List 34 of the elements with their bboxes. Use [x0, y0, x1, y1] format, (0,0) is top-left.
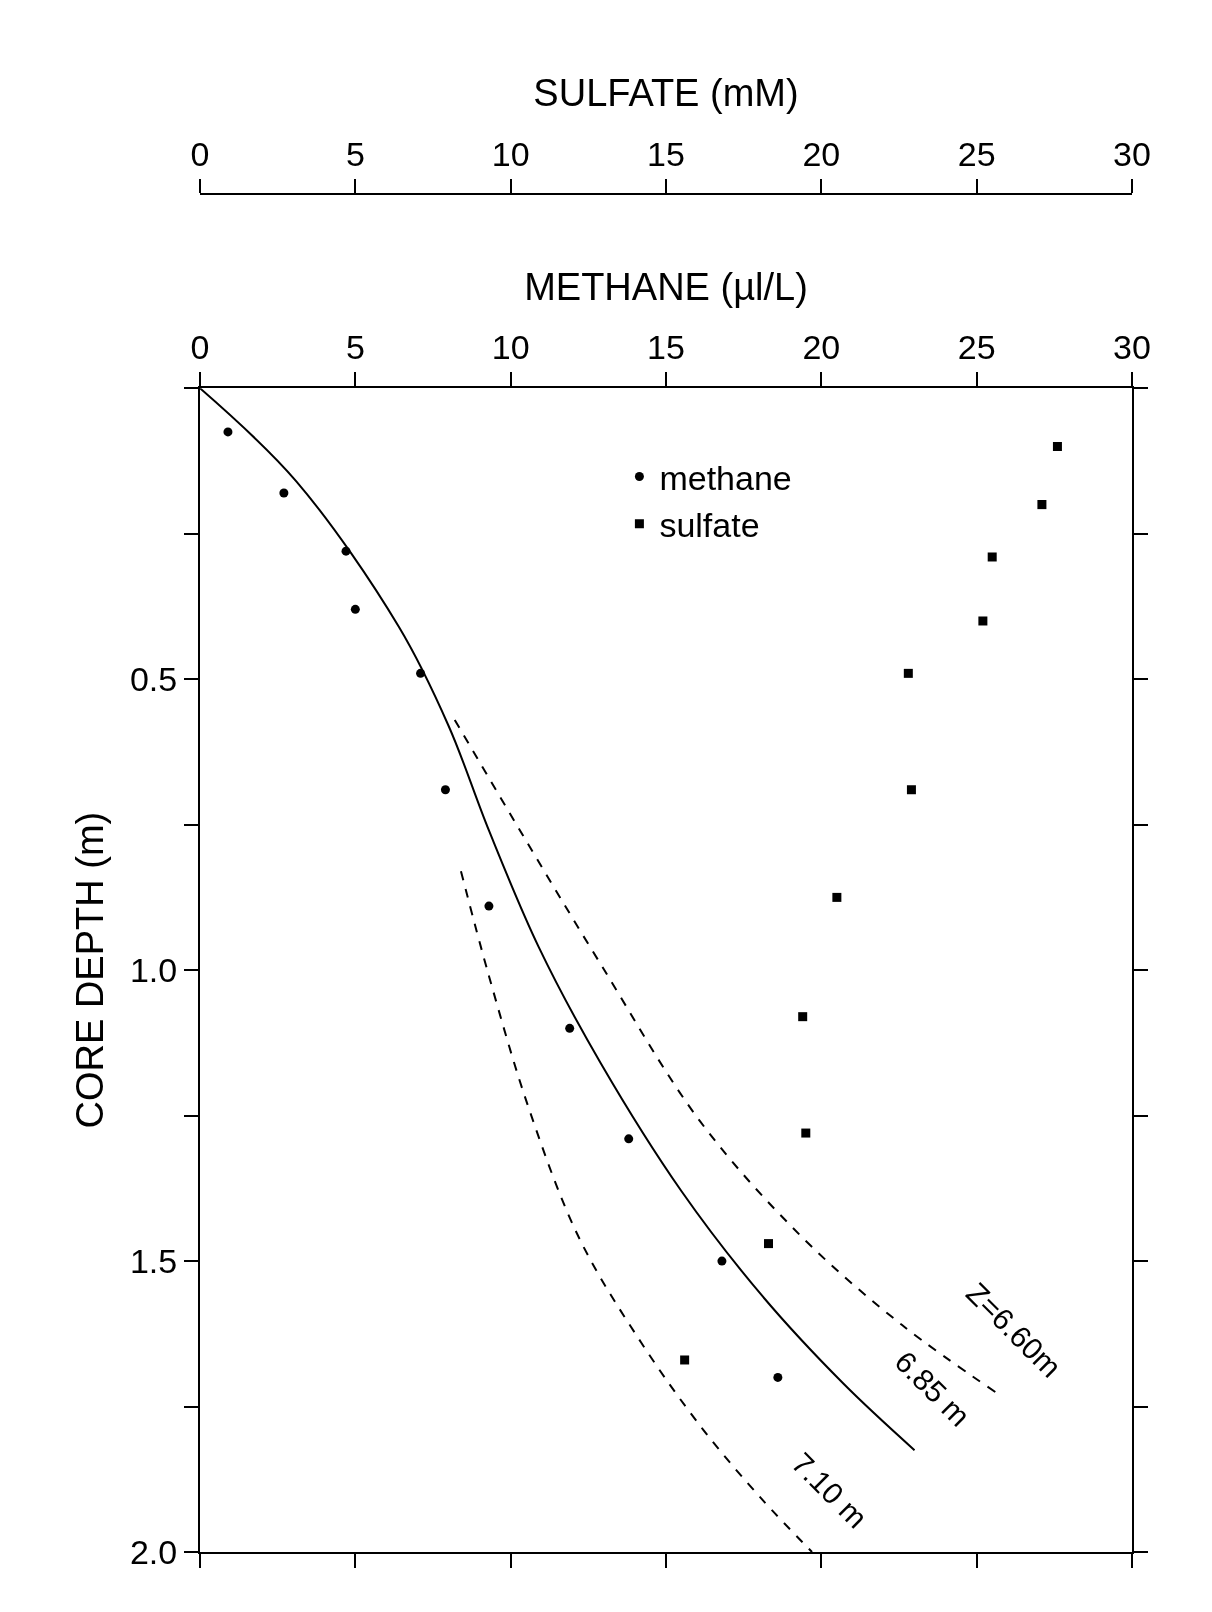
x2-tick-label: 30 — [1113, 134, 1151, 173]
x-tick-label: 5 — [345, 327, 365, 366]
point — [773, 1372, 783, 1382]
x-tick-label: 15 — [647, 327, 685, 366]
x2-tick-label: 10 — [491, 134, 530, 173]
x-tick-label: 10 — [491, 327, 530, 366]
x-axis-title: METHANE (µl/L) — [524, 266, 808, 309]
point — [484, 901, 494, 911]
x2-tick-label: 5 — [345, 134, 365, 173]
point — [279, 488, 289, 498]
y-axis-title: CORE DEPTH (m) — [68, 811, 111, 1129]
x-tick-label: 25 — [957, 327, 996, 366]
x-tick-label: 20 — [802, 327, 841, 366]
x2-tick-label: 15 — [647, 134, 685, 173]
point — [440, 785, 450, 795]
y-tick-label: 1.5 — [129, 1241, 178, 1280]
y-tick-label: 0.5 — [129, 660, 178, 699]
x2-tick-label: 20 — [802, 134, 841, 173]
point — [624, 1134, 634, 1144]
point — [565, 1023, 575, 1033]
legend-label: sulfate — [659, 505, 760, 544]
x-tick-label: 30 — [1113, 327, 1151, 366]
annotation: 7.10 m — [785, 1446, 874, 1535]
point — [350, 604, 360, 614]
x2-tick-label: 0 — [190, 134, 210, 173]
annotation: 6.85 m — [888, 1344, 977, 1433]
legend-label: methane — [659, 458, 792, 497]
x2-tick-label: 25 — [957, 134, 996, 173]
point — [717, 1256, 727, 1266]
point — [223, 427, 233, 437]
x-tick-label: 0 — [190, 327, 210, 366]
y-tick-label: 1.0 — [129, 951, 178, 990]
x2-axis-title: SULFATE (mM) — [533, 72, 799, 115]
y-tick-label: 2.0 — [129, 1532, 178, 1571]
